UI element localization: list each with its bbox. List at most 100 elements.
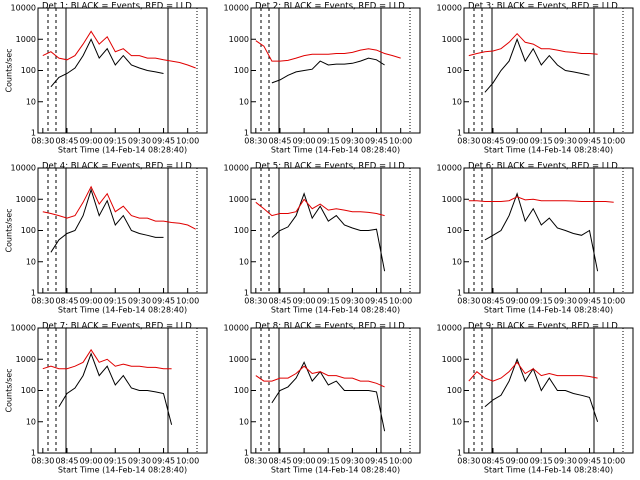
chart-title: Det 9: BLACK = Events, RED = LLD — [468, 322, 618, 332]
y-tick-label: 100 — [21, 226, 36, 235]
series-line — [271, 57, 385, 84]
y-axis-label: Counts/sec — [5, 368, 14, 412]
x-tick-label: 09:00 — [506, 297, 529, 306]
x-tick-label: 09:00 — [293, 297, 316, 306]
series-line — [255, 365, 385, 388]
series-line — [58, 352, 173, 425]
y-tick-label: 10 — [239, 417, 249, 426]
x-tick-label: 09:45 — [365, 297, 388, 306]
chart-title: Det 3: BLACK = Events, RED = LLD — [468, 2, 618, 12]
y-tick-label: 1000 — [442, 355, 462, 364]
plot-frame — [37, 167, 208, 294]
chart-title: Det 4: BLACK = Events, RED = LLD — [42, 162, 192, 172]
x-tick-label: 09:45 — [365, 137, 388, 146]
y-tick-label: 1000 — [229, 195, 249, 204]
x-tick-label: 09:30 — [554, 297, 577, 306]
series-line — [42, 185, 196, 230]
y-tick-label: 10000 — [11, 164, 36, 173]
x-tick-label: 08:30 — [31, 137, 54, 146]
plot-frame — [463, 327, 634, 454]
y-tick-label: 10 — [452, 97, 462, 106]
x-tick-label: 08:45 — [55, 457, 78, 466]
x-tick-label: 09:15 — [104, 297, 127, 306]
plot-frame — [463, 7, 634, 134]
x-tick-label: 10:00 — [389, 297, 412, 306]
x-tick-label: 08:45 — [55, 297, 78, 306]
y-tick-label: 100 — [234, 386, 249, 395]
y-tick-label: 100 — [234, 66, 249, 75]
x-tick-label: 09:15 — [317, 137, 340, 146]
x-tick-label: 09:30 — [341, 297, 364, 306]
y-tick-label: 100 — [21, 66, 36, 75]
series-line — [42, 30, 196, 69]
x-tick-label: 09:00 — [80, 297, 103, 306]
x-tick-label: 08:30 — [457, 137, 480, 146]
x-tick-label: 09:00 — [506, 137, 529, 146]
x-tick-label: 08:45 — [268, 457, 291, 466]
series-line — [42, 348, 172, 370]
series-line — [271, 192, 386, 272]
x-tick-label: 09:00 — [80, 457, 103, 466]
x-tick-label: 09:30 — [128, 457, 151, 466]
x-tick-label: 10:00 — [389, 137, 412, 146]
chart-title: Det 8: BLACK = Events, RED = LLD — [255, 322, 405, 332]
y-tick-label: 1 — [457, 289, 462, 298]
x-tick-label: 08:30 — [244, 457, 267, 466]
y-tick-label: 1 — [244, 129, 249, 138]
x-tick-label: 09:15 — [104, 457, 127, 466]
chart-title: Det 2: BLACK = Events, RED = LLD — [255, 2, 405, 12]
y-tick-label: 1 — [31, 449, 36, 458]
chart-title: Det 7: BLACK = Events, RED = LLD — [42, 322, 192, 332]
y-tick-label: 10 — [239, 97, 249, 106]
y-tick-label: 1 — [31, 129, 36, 138]
series-line — [468, 196, 614, 203]
y-tick-label: 10 — [26, 97, 36, 106]
plot-frame — [250, 327, 421, 454]
y-tick-label: 100 — [447, 66, 462, 75]
x-tick-label: 09:30 — [128, 297, 151, 306]
y-tick-label: 10000 — [437, 324, 462, 333]
x-tick-label: 08:30 — [457, 457, 480, 466]
y-tick-label: 10000 — [437, 164, 462, 173]
y-axis-label: Counts/sec — [5, 48, 14, 92]
y-tick-label: 1000 — [229, 35, 249, 44]
x-tick-label: 08:30 — [457, 297, 480, 306]
x-tick-label: 08:45 — [268, 297, 291, 306]
series-line — [484, 37, 590, 93]
y-tick-label: 1 — [244, 449, 249, 458]
x-axis-label: Start Time (14-Feb-14 08:28:40) — [271, 146, 400, 155]
x-tick-label: 08:45 — [268, 137, 291, 146]
x-tick-label: 09:15 — [317, 297, 340, 306]
y-tick-label: 10 — [452, 417, 462, 426]
plot-frame — [250, 7, 421, 134]
y-tick-label: 100 — [21, 386, 36, 395]
x-tick-label: 09:15 — [530, 457, 553, 466]
plot-frame — [37, 327, 208, 454]
series-line — [468, 32, 598, 57]
y-tick-label: 1000 — [442, 35, 462, 44]
y-tick-label: 1 — [31, 289, 36, 298]
x-tick-label: 10:00 — [176, 137, 199, 146]
x-tick-label: 09:00 — [293, 457, 316, 466]
x-tick-label: 09:45 — [152, 137, 175, 146]
x-axis-label: Start Time (14-Feb-14 08:28:40) — [484, 146, 613, 155]
x-axis-label: Start Time (14-Feb-14 08:28:40) — [58, 146, 187, 155]
y-tick-label: 1000 — [229, 355, 249, 364]
x-tick-label: 09:00 — [293, 137, 316, 146]
x-tick-label: 08:45 — [481, 297, 504, 306]
x-tick-label: 10:00 — [176, 457, 199, 466]
x-tick-label: 08:45 — [55, 137, 78, 146]
y-axis-label: Counts/sec — [5, 208, 14, 252]
x-tick-label: 08:30 — [31, 457, 54, 466]
x-tick-label: 08:45 — [481, 457, 504, 466]
x-tick-label: 09:45 — [578, 297, 601, 306]
x-tick-label: 09:00 — [80, 137, 103, 146]
series-line — [50, 188, 164, 253]
y-tick-label: 1000 — [16, 355, 36, 364]
x-tick-label: 09:45 — [152, 457, 175, 466]
y-tick-label: 100 — [234, 226, 249, 235]
x-tick-label: 09:15 — [317, 457, 340, 466]
series-line — [255, 40, 401, 62]
x-tick-label: 09:30 — [341, 457, 364, 466]
